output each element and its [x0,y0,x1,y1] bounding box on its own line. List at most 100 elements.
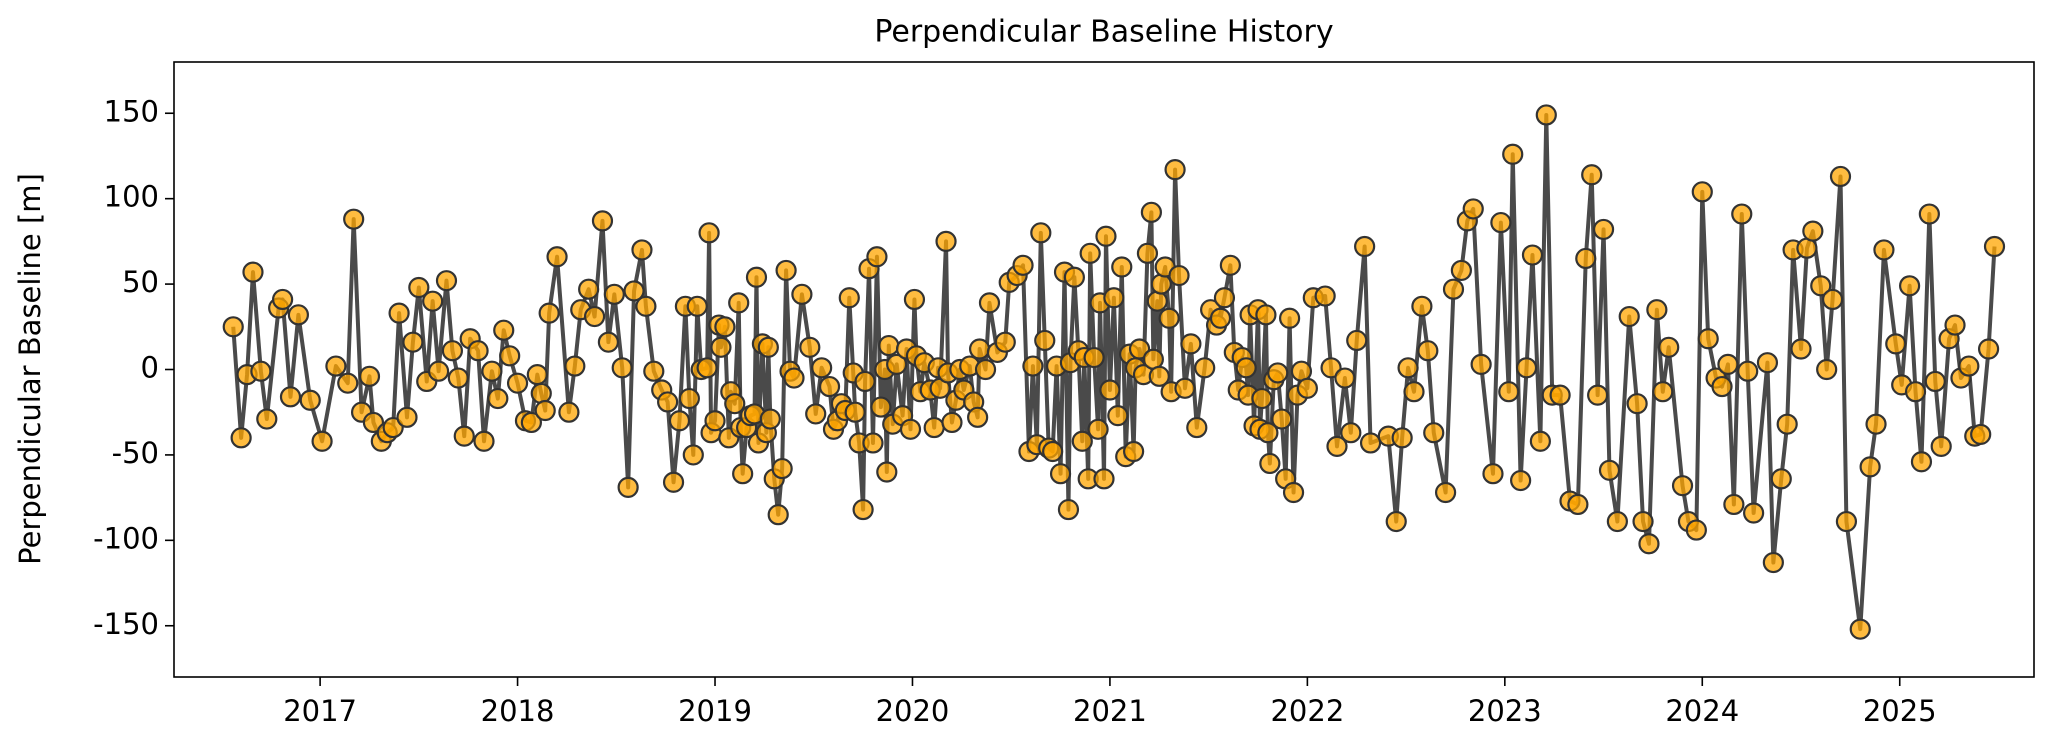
data-point [1093,468,1115,490]
data-point [732,463,754,485]
data-point [668,410,691,432]
data-point [1658,336,1680,358]
x-tick-label: 2020 [876,694,950,728]
data-point [805,403,827,425]
data-point [1918,203,1940,225]
data-point [230,427,252,449]
data-point [1606,510,1628,533]
data-point [1320,357,1342,379]
data-point [678,387,700,410]
data-point [1977,338,2000,360]
data-point [1251,387,1273,410]
data-point [1899,275,1921,297]
x-tick-label: 2021 [1073,694,1147,728]
x-tick-label: 2018 [481,694,555,728]
data-point [870,396,892,418]
y-tick-label: -50 [112,436,159,470]
data-point [757,336,779,358]
x-tick-label: 2017 [283,694,357,728]
data-point [1434,481,1457,504]
data-point [696,357,718,379]
data-point [844,401,866,423]
data-point [1314,285,1336,307]
data-point [427,360,450,382]
data-point [1885,333,1907,355]
data-point [1417,340,1439,362]
data-point [1575,247,1597,270]
data-point [1691,181,1713,203]
data-point [1022,355,1044,377]
data-point [1087,418,1109,440]
data-point [1638,533,1660,555]
data-point [1235,357,1257,379]
data-point [617,476,639,498]
data-point [643,360,665,382]
x-tick-label: 2022 [1270,694,1344,728]
data-point [1802,220,1824,242]
data-point [1158,307,1180,329]
data-point [467,340,489,362]
data-point [1397,357,1419,379]
data-point [1490,211,1512,234]
data-point [1743,502,1765,524]
data-point [852,498,874,521]
data-point [1810,275,1832,297]
y-tick-label: -150 [93,607,159,641]
data-point [1257,422,1279,444]
data-point [714,316,736,338]
data-point [1213,287,1236,309]
data-point [686,295,708,317]
data-point [1442,278,1465,300]
data-point [1012,254,1034,276]
data-point [481,360,503,382]
data-point [506,372,529,394]
data-point [662,471,685,493]
data-point [1958,355,1980,377]
data-point [745,266,768,288]
data-point [1107,405,1129,427]
data-point [974,358,997,381]
data-point [1103,287,1125,309]
data-point [1174,377,1196,399]
data-point [1123,440,1145,463]
data-point [1334,367,1356,389]
y-tick-label: 100 [104,180,159,214]
data-point [1267,362,1289,384]
data-point [1770,468,1792,490]
data-point [1873,239,1895,261]
data-point [1186,416,1208,439]
data-point [724,393,746,415]
data-point [564,355,586,377]
data-point [1071,430,1093,452]
data-point [287,304,309,326]
data-point [1296,377,1318,399]
data-point [1835,510,1858,533]
data-point [862,432,884,454]
data-point [682,444,704,466]
plot-frame [173,61,2035,678]
data-point [1983,235,2006,258]
data-point [453,425,475,447]
data-point [1970,423,1992,446]
y-tick-label: 50 [122,265,159,299]
data-point [775,259,797,282]
data-point [1567,493,1589,516]
data-point [422,290,444,312]
data-point [343,208,365,230]
data-point [935,230,957,252]
data-point [1111,256,1133,278]
data-point [1354,235,1376,258]
data-point [1326,435,1348,457]
data-point [487,387,509,410]
data-point [408,276,430,299]
y-axis-label: Perpendicular Baseline [m] [13,173,47,565]
data-point [698,222,720,244]
data-point [1140,201,1162,223]
data-point [759,408,781,430]
data-point [1030,222,1052,244]
data-point [591,210,614,232]
data-point [558,401,580,423]
data-point [941,411,963,434]
data-point [791,283,813,305]
data-point [866,246,888,268]
